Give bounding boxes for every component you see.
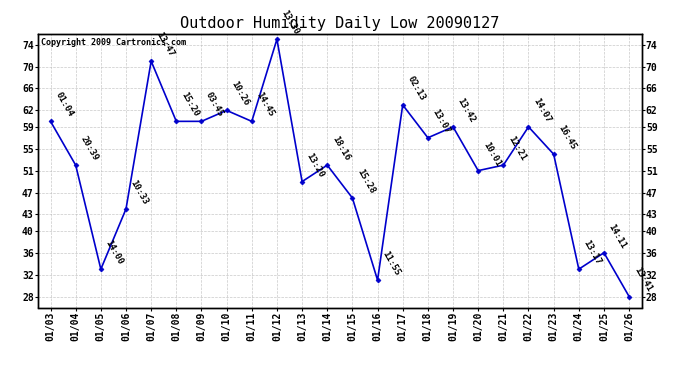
Text: 14:45: 14:45 bbox=[255, 91, 276, 118]
Text: 10:26: 10:26 bbox=[229, 80, 250, 108]
Text: 13:20: 13:20 bbox=[305, 151, 326, 179]
Text: 15:28: 15:28 bbox=[355, 168, 377, 195]
Text: 16:45: 16:45 bbox=[556, 124, 578, 152]
Text: 10:01: 10:01 bbox=[481, 140, 502, 168]
Text: 11:55: 11:55 bbox=[380, 250, 402, 278]
Text: 18:16: 18:16 bbox=[330, 135, 351, 162]
Text: 13:41: 13:41 bbox=[632, 266, 653, 294]
Title: Outdoor Humidity Daily Low 20090127: Outdoor Humidity Daily Low 20090127 bbox=[180, 16, 500, 31]
Text: 03:45: 03:45 bbox=[204, 91, 226, 118]
Text: 10:33: 10:33 bbox=[129, 178, 150, 206]
Text: 13:47: 13:47 bbox=[154, 31, 175, 58]
Text: 20:39: 20:39 bbox=[79, 135, 99, 162]
Text: 14:00: 14:00 bbox=[104, 238, 125, 266]
Text: 13:30: 13:30 bbox=[279, 9, 301, 36]
Text: 14:07: 14:07 bbox=[531, 96, 553, 124]
Text: 13:42: 13:42 bbox=[456, 96, 477, 124]
Text: 14:11: 14:11 bbox=[607, 222, 628, 250]
Text: 02:13: 02:13 bbox=[406, 74, 426, 102]
Text: 13:17: 13:17 bbox=[582, 238, 603, 266]
Text: 15:20: 15:20 bbox=[179, 91, 200, 118]
Text: 12:21: 12:21 bbox=[506, 135, 527, 162]
Text: 01:04: 01:04 bbox=[53, 91, 75, 118]
Text: 13:07: 13:07 bbox=[431, 107, 452, 135]
Text: Copyright 2009 Cartronics.com: Copyright 2009 Cartronics.com bbox=[41, 38, 186, 47]
